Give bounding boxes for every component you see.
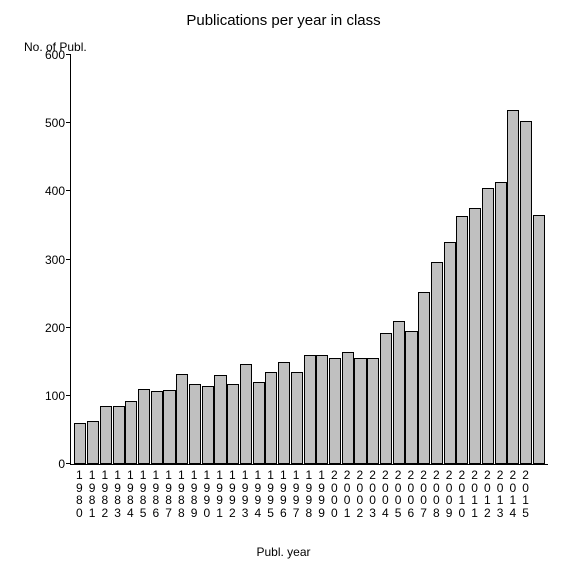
bar: [444, 242, 456, 464]
x-tick-label: 1982: [99, 467, 112, 519]
bar: [214, 375, 226, 464]
bar: [469, 208, 481, 464]
bar: [393, 321, 405, 464]
bar: [354, 358, 366, 464]
y-tick-mark: [66, 463, 71, 464]
bar: [367, 358, 379, 464]
y-tick-label: 500: [45, 116, 71, 130]
bar: [405, 331, 417, 464]
bar: [342, 352, 354, 464]
bar: [520, 121, 532, 464]
y-tick-mark: [66, 54, 71, 55]
x-tick-label: 2014: [507, 467, 520, 519]
y-tick-label: 400: [45, 184, 71, 198]
x-tick-label: 2004: [379, 467, 392, 519]
bar: [125, 401, 137, 464]
x-tick-label: 1994: [252, 467, 265, 519]
x-tick-label: 2015: [519, 467, 532, 519]
bar: [240, 364, 252, 464]
bar: [495, 182, 507, 464]
x-tick-label: 1989: [188, 467, 201, 519]
x-tick-label: 1991: [213, 467, 226, 519]
bar: [482, 188, 494, 464]
bar: [291, 372, 303, 464]
x-tick-label: 1986: [150, 467, 163, 519]
x-tick-label: 1998: [303, 467, 316, 519]
x-tick-label: 2012: [481, 467, 494, 519]
bar: [316, 355, 328, 464]
bar: [202, 386, 214, 464]
y-tick-label: 100: [45, 389, 71, 403]
y-tick-mark: [66, 395, 71, 396]
x-tick-label: 2007: [417, 467, 430, 519]
x-tick-label: 2008: [430, 467, 443, 519]
x-tick-label: 2009: [443, 467, 456, 519]
chart-title: Publications per year in class: [0, 12, 567, 29]
bar: [227, 384, 239, 464]
x-tick-label: 1983: [111, 467, 124, 519]
bar: [163, 390, 175, 464]
bar: [329, 358, 341, 464]
chart-container: Publications per year in class No. of Pu…: [0, 0, 567, 567]
bar: [431, 262, 443, 464]
x-tick-label: 1990: [201, 467, 214, 519]
x-tick-label: 1980: [73, 467, 86, 519]
bar: [456, 216, 468, 464]
x-tick-label: 1996: [277, 467, 290, 519]
y-tick-label: 600: [45, 48, 71, 62]
x-tick-label: 1997: [290, 467, 303, 519]
bars-group: [71, 55, 548, 464]
bar: [418, 292, 430, 464]
y-tick-mark: [66, 190, 71, 191]
x-tick-label: 2005: [392, 467, 405, 519]
bar: [100, 406, 112, 464]
x-tick-label: 1995: [264, 467, 277, 519]
bar: [253, 382, 265, 464]
x-tick-label: 2010: [456, 467, 469, 519]
x-axis-label: Publ. year: [0, 545, 567, 559]
x-tick-label: 1992: [226, 467, 239, 519]
bar: [380, 333, 392, 464]
bar: [533, 215, 545, 464]
bar: [113, 406, 125, 464]
x-tick-label: 1984: [124, 467, 137, 519]
bar: [74, 423, 86, 464]
bar: [189, 384, 201, 464]
x-tick-label: 2002: [354, 467, 367, 519]
bar: [304, 355, 316, 464]
x-tick-label: 1993: [239, 467, 252, 519]
x-tick-label: 1981: [86, 467, 99, 519]
x-tick-label: 2000: [328, 467, 341, 519]
y-tick-mark: [66, 259, 71, 260]
x-tick-label: 2011: [468, 467, 481, 519]
bar: [265, 372, 277, 464]
x-ticks: 1980198119821983198419851986198719881989…: [70, 467, 548, 519]
x-tick-label: 1999: [315, 467, 328, 519]
x-tick-label: 2006: [405, 467, 418, 519]
y-tick-mark: [66, 122, 71, 123]
x-tick-label: 1985: [137, 467, 150, 519]
y-tick-label: 200: [45, 321, 71, 335]
x-tick-label: 2003: [366, 467, 379, 519]
x-tick-label: [532, 467, 545, 519]
x-tick-label: 1988: [175, 467, 188, 519]
y-tick-label: 300: [45, 253, 71, 267]
bar: [176, 374, 188, 464]
x-tick-label: 1987: [162, 467, 175, 519]
y-tick-mark: [66, 327, 71, 328]
plot-area: 0100200300400500600: [70, 55, 548, 465]
x-tick-label: 2013: [494, 467, 507, 519]
bar: [278, 362, 290, 464]
bar: [151, 391, 163, 464]
x-tick-label: 2001: [341, 467, 354, 519]
bar: [87, 421, 99, 464]
bar: [138, 389, 150, 464]
bar: [507, 110, 519, 464]
